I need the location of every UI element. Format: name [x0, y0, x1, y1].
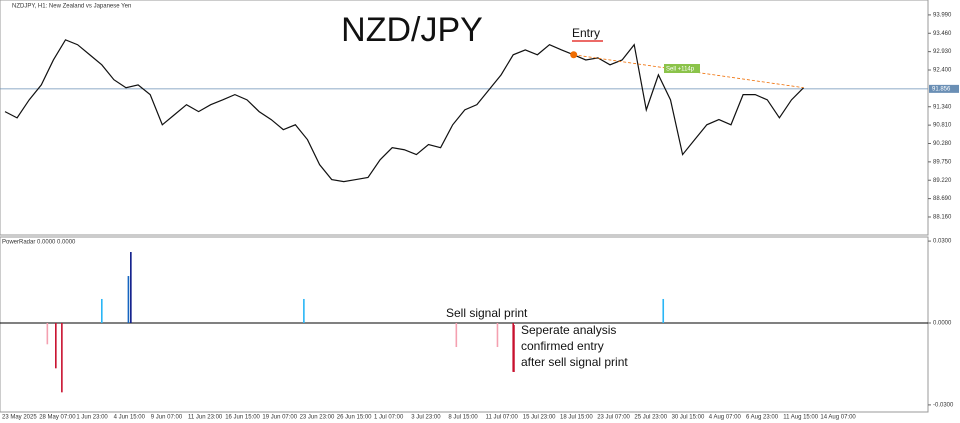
- sell-tag-box: [664, 64, 700, 73]
- x-tick-label: 9 Jun 07:00: [151, 415, 183, 421]
- entry-label: Entry: [572, 26, 600, 40]
- x-tick-label: 18 Jul 15:00: [560, 415, 593, 421]
- price-line: [4, 39, 805, 183]
- entry-marker: [570, 51, 578, 59]
- x-tick-label: 1 Jun 23:00: [76, 415, 108, 421]
- x-tick-label: 16 Jun 15:00: [225, 415, 260, 421]
- y-tick-label: 89.220: [933, 178, 952, 184]
- chart-title: NZD/JPY: [341, 11, 483, 49]
- price-panel: [0, 0, 929, 236]
- y-tick-label: 91.340: [933, 104, 952, 110]
- x-tick-label: 23 May 2025: [2, 415, 37, 421]
- y-tick-label: 88.690: [933, 196, 952, 202]
- x-tick-label: 14 Aug 07:00: [820, 415, 856, 421]
- x-tick-label: 11 Jun 23:00: [188, 415, 223, 421]
- note-line: after sell signal print: [521, 355, 628, 369]
- x-tick-label: 30 Jul 15:00: [672, 415, 705, 421]
- x-tick-label: 3 Jul 23:00: [411, 415, 441, 421]
- x-tick-label: 8 Jul 15:00: [448, 415, 478, 421]
- y-tick-label: 90.280: [933, 141, 952, 147]
- note-line: Seperate analysis: [521, 323, 616, 337]
- x-tick-label: 11 Jul 07:00: [486, 415, 519, 421]
- x-tick-label: 26 Jun 15:00: [337, 415, 372, 421]
- x-tick-label: 1 Jul 07:00: [374, 415, 404, 421]
- x-tick-label: 23 Jun 23:00: [300, 415, 335, 421]
- header: NZDJPY, H1: New Zealand vs Japanese Yen: [12, 4, 131, 10]
- x-tick-label: 11 Aug 15:00: [783, 415, 819, 421]
- y-tick-label: 89.750: [933, 159, 952, 165]
- note-line: confirmed entry: [521, 339, 604, 353]
- x-tick-label: 28 May 07:00: [39, 415, 76, 421]
- indicator-title: PowerRadar 0.0000 0.0000: [2, 240, 76, 246]
- y-tick-label: 93.460: [933, 31, 952, 37]
- x-tick-label: 4 Aug 07:00: [709, 415, 742, 421]
- y-tick-label: 0.0000: [933, 321, 952, 327]
- x-tick-label: 15 Jul 23:00: [523, 415, 556, 421]
- y-tick-label: 92.930: [933, 49, 952, 55]
- sell-signal-label: Sell signal print: [446, 306, 528, 320]
- x-tick-label: 6 Aug 23:00: [746, 415, 779, 421]
- x-tick-label: 4 Jun 15:00: [114, 415, 146, 421]
- current-price-box: [929, 84, 959, 93]
- current-price-label: 91.856: [932, 86, 951, 92]
- y-tick-label: 92.400: [933, 68, 952, 74]
- y-tick-label: 0.0300: [933, 239, 952, 245]
- x-tick-label: 25 Jul 23:00: [634, 415, 667, 421]
- y-tick-label: 88.160: [933, 215, 952, 221]
- indicator-panel: [0, 236, 929, 413]
- y-tick-label: 90.810: [933, 123, 952, 129]
- x-tick-label: 23 Jul 07:00: [597, 415, 630, 421]
- y-tick-label: 93.990: [933, 12, 952, 18]
- y-tick-label: -0.0300: [933, 402, 954, 408]
- sell-tag: Sell +114p: [666, 67, 695, 73]
- x-tick-label: 19 Jun 07:00: [262, 415, 297, 421]
